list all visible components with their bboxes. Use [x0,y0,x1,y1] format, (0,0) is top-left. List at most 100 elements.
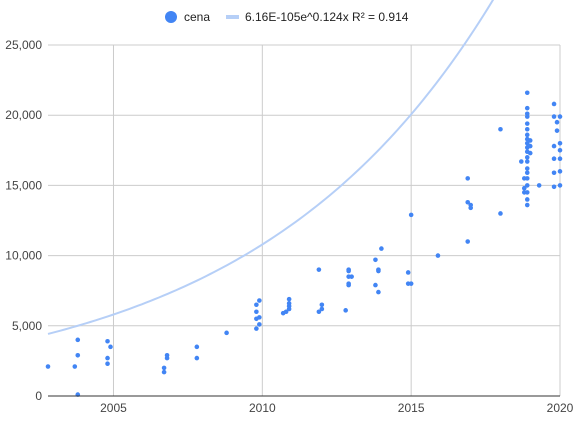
data-point [557,140,563,146]
data-point [72,364,78,369]
data-point [373,257,378,263]
data-point [524,197,530,202]
data-point [164,355,170,361]
data-point [161,369,167,375]
data-point [524,159,530,164]
data-point [286,296,292,302]
data-point [465,239,471,244]
data-point [551,101,557,107]
data-point [257,298,262,303]
data-point [524,121,530,126]
data-point [108,344,113,350]
data-point [551,170,557,176]
data-point [194,344,200,350]
data-point [105,338,110,344]
data-point [527,138,533,143]
data-point [105,355,110,361]
y-tick-label: 25,000 [5,38,42,52]
data-point [557,183,563,188]
x-tick-labels: 2005 2010 2015 2020 [100,401,574,415]
data-point [45,364,51,369]
data-point [343,308,348,313]
y-tick-label: 10,000 [5,249,42,263]
x-tick-label: 2005 [100,401,127,415]
data-point [465,199,471,205]
x-tick-label: 2010 [249,401,276,415]
data-point [524,140,530,146]
data-point [435,253,441,258]
data-point [524,155,530,160]
data-point [524,202,530,208]
data-point [316,267,322,272]
data-point [257,322,262,327]
data-point [346,282,351,288]
data-point [536,183,542,188]
data-point [105,361,110,367]
data-point [524,126,530,132]
data-point [551,114,557,119]
data-point [554,119,560,125]
data-point [405,270,411,275]
data-point [286,306,292,312]
data-point [524,90,530,96]
data-point [257,315,262,320]
data-point [408,212,414,218]
y-tick-label: 5,000 [12,319,42,333]
data-point [524,183,530,188]
data-point [557,148,563,153]
data-point [316,309,322,315]
y-tick-label: 15,000 [5,178,42,192]
legend-series-marker [165,11,177,23]
data-point [524,105,530,111]
data-point [468,205,474,211]
data-point [194,355,200,361]
data-point [75,337,81,343]
data-point [319,302,325,308]
trendline-group [47,0,495,335]
data-point [376,289,381,295]
data-point [283,309,289,315]
trendline [47,0,495,335]
data-point [524,114,530,119]
data-point [521,185,527,191]
x-tick-label: 2015 [398,401,425,415]
y-tick-label: 0 [35,389,42,403]
data-point [224,330,229,336]
legend: cena 6.16E-105e^0.124x R² = 0.914 [165,10,409,24]
data-point [349,274,354,279]
data-point [551,156,557,162]
y-tick-label: 20,000 [5,108,42,122]
data-point [75,352,81,358]
data-point [524,190,530,195]
data-point [254,326,259,331]
data-point [524,170,530,176]
data-point [524,166,530,171]
data-point [554,128,560,133]
data-point [524,176,530,181]
data-point [498,126,503,132]
legend-series-label: cena [184,10,210,24]
data-point [519,159,524,164]
data-point [376,268,381,274]
data-point [557,169,563,174]
data-point [379,246,384,251]
data-point [254,302,259,308]
data-point [527,150,533,156]
data-point [551,143,557,149]
data-point [527,143,533,149]
data-point [373,282,378,288]
data-point [465,176,471,181]
data-point [408,281,414,286]
data-point [319,306,325,312]
data-point [498,211,503,216]
data-point [557,114,563,119]
data-point [254,309,259,315]
data-points [45,90,563,397]
data-point [557,156,563,162]
gridlines [48,44,561,396]
x-tick-label: 2020 [547,401,574,415]
data-point [524,132,530,138]
data-point [346,268,351,274]
y-tick-labels: 0 5,000 10,000 15,000 20,000 25,000 [5,38,42,403]
